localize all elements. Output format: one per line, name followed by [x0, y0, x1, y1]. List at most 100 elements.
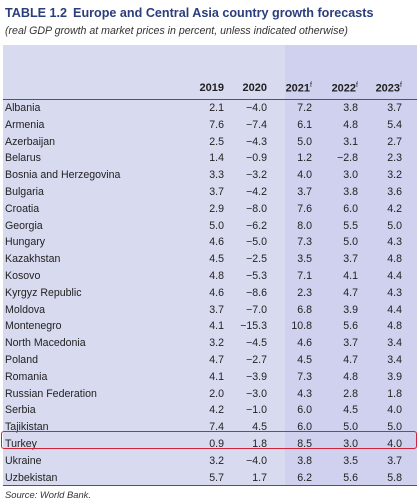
table-row: Russian Federation 2.0 −3.0 4.3 2.8 1.8 [0, 386, 420, 403]
value-2022: 5.6 [343, 471, 358, 484]
value-2019: 2.9 [209, 202, 224, 215]
table-row: Croatia 2.9 −8.0 7.6 6.0 4.2 [0, 201, 420, 218]
value-2022: 4.1 [343, 269, 358, 282]
table-row: Bulgaria 3.7 −4.2 3.7 3.8 3.6 [0, 184, 420, 201]
value-2022: 3.8 [343, 185, 358, 198]
value-2023: 3.7 [387, 102, 402, 114]
value-2021: 6.0 [297, 404, 312, 417]
table-row: Hungary 4.6 −5.0 7.3 5.0 4.3 [0, 234, 420, 251]
value-2021: 6.1 [297, 118, 312, 131]
value-2022: 2.8 [343, 387, 358, 400]
value-2021: 2.3 [297, 286, 312, 299]
value-2022: 4.5 [343, 404, 358, 417]
table-subtitle: (real GDP growth at market prices in per… [5, 25, 348, 37]
table-title: TABLE 1.2 Europe and Central Asia country… [5, 6, 374, 20]
value-2019: 4.7 [209, 353, 224, 366]
value-2020: −3.0 [246, 387, 267, 400]
value-2023: 4.0 [387, 437, 402, 450]
table-row: Uzbekistan 5.7 1.7 6.2 5.6 5.8 [0, 470, 420, 487]
country-name: Turkey [5, 437, 37, 450]
value-2019: 7.6 [209, 118, 224, 131]
value-2022: 4.8 [343, 370, 358, 383]
value-2022: 4.8 [343, 118, 358, 131]
value-2021: 6.8 [297, 303, 312, 316]
value-2023: 3.4 [387, 353, 402, 366]
value-2023: 2.3 [387, 152, 402, 165]
value-2020: −7.0 [246, 303, 267, 316]
table-row: Montenegro 4.1 −15.3 10.8 5.6 4.8 [0, 318, 420, 335]
country-name: Croatia [5, 202, 40, 215]
country-name: Kyrgyz Republic [5, 286, 82, 299]
value-2021: 7.2 [297, 102, 312, 114]
header-2021: 2021f [285, 82, 312, 95]
value-2023: 5.0 [387, 421, 402, 434]
value-2019: 4.2 [209, 404, 224, 417]
country-name: Romania [5, 370, 48, 383]
highlight-box-turkey [1, 431, 417, 449]
forecast-columns-shading [285, 45, 417, 485]
value-2019: 3.7 [209, 303, 224, 316]
value-2019: 7.4 [209, 421, 224, 434]
value-2022: 3.0 [343, 169, 358, 182]
value-2021: 4.3 [297, 387, 312, 400]
value-2021: 4.0 [297, 169, 312, 182]
value-2019: 3.2 [209, 454, 224, 467]
value-2021: 6.2 [297, 471, 312, 484]
value-2020: −6.2 [246, 219, 267, 232]
value-2021: 1.2 [297, 152, 312, 165]
header-2023: 2023f [375, 82, 402, 95]
value-2019: 5.7 [209, 471, 224, 484]
value-2020: −4.2 [246, 185, 267, 198]
country-name: Moldova [5, 303, 46, 316]
value-2022: 5.5 [343, 219, 358, 232]
value-2023: 4.8 [387, 253, 402, 266]
value-2019: 2.0 [209, 387, 224, 400]
country-name: Belarus [5, 152, 41, 165]
country-name: Poland [5, 353, 38, 366]
country-name: Kazakhstan [5, 253, 61, 266]
country-name: Armenia [5, 118, 45, 131]
table-row: Tajikistan 7.4 4.5 6.0 5.0 5.0 [0, 419, 420, 436]
value-2019: 3.3 [209, 169, 224, 182]
value-2019: 3.2 [209, 337, 224, 350]
value-2019: 4.6 [209, 286, 224, 299]
value-2019: 5.0 [209, 219, 224, 232]
value-2022: −2.8 [337, 152, 358, 165]
value-2019: 1.4 [209, 152, 224, 165]
value-2023: 4.3 [387, 236, 402, 249]
country-name: Hungary [5, 236, 46, 249]
value-2022: 3.9 [343, 303, 358, 316]
value-2022: 3.1 [343, 135, 358, 148]
value-2023: 4.8 [387, 320, 402, 333]
table-row: Romania 4.1 −3.9 7.3 4.8 3.9 [0, 369, 420, 386]
table-header-row: 2019 2020 2021f 2022f 2023f [0, 82, 420, 98]
value-2023: 4.4 [387, 303, 402, 316]
value-2022: 3.8 [343, 102, 358, 114]
value-2020: 1.8 [252, 437, 267, 450]
table-row: Belarus 1.4 −0.9 1.2 −2.8 2.3 [0, 150, 420, 167]
value-2023: 3.6 [387, 185, 402, 198]
value-2020: −4.5 [246, 337, 267, 350]
value-2023: 5.4 [387, 118, 402, 131]
value-2023: 3.9 [387, 370, 402, 383]
bottom-divider [3, 485, 417, 486]
value-2021: 7.1 [297, 269, 312, 282]
table-number: TABLE 1.2 [5, 6, 68, 20]
value-2019: 2.1 [209, 102, 224, 114]
country-name: Bulgaria [5, 185, 44, 198]
value-2023: 4.3 [387, 286, 402, 299]
value-2022: 3.5 [343, 454, 358, 467]
value-2021: 8.0 [297, 219, 312, 232]
value-2021: 3.8 [297, 454, 312, 467]
value-2020: −8.0 [246, 202, 267, 215]
country-name: Albania [5, 102, 41, 114]
value-2020: −8.6 [246, 286, 267, 299]
value-2020: 4.5 [252, 421, 267, 434]
value-2022: 6.0 [343, 202, 358, 215]
table-row: Moldova 3.7 −7.0 6.8 3.9 4.4 [0, 302, 420, 319]
value-2019: 4.1 [209, 320, 224, 333]
value-2022: 3.7 [343, 337, 358, 350]
value-2021: 7.3 [297, 370, 312, 383]
value-2020: −5.0 [246, 236, 267, 249]
header-divider [3, 99, 417, 100]
